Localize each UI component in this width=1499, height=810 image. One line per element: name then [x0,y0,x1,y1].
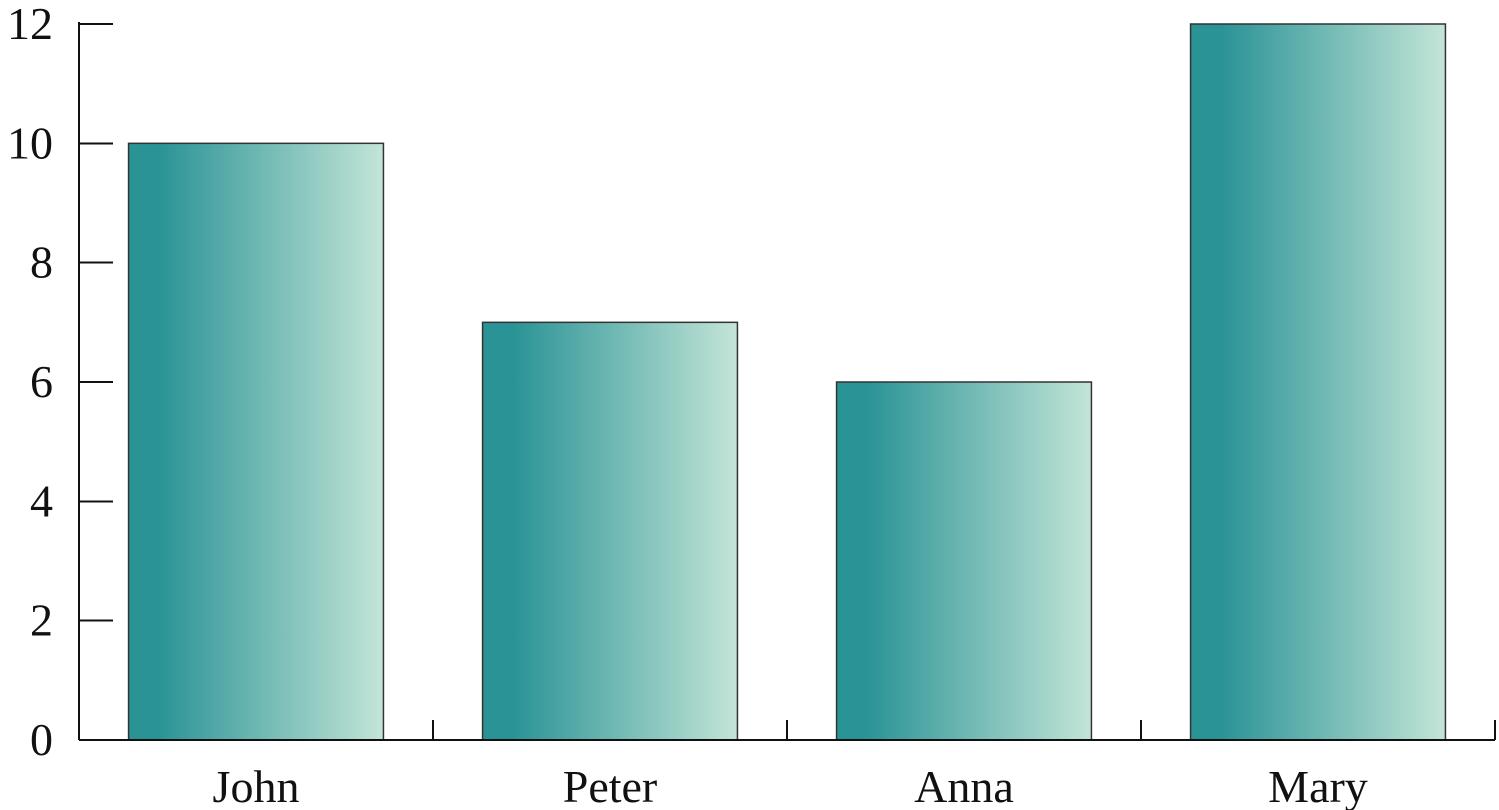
axes-layer [78,22,1496,741]
x-tick-label-peter: Peter [563,761,658,810]
y-tick-label: 2 [30,595,53,646]
x-tick-label-mary: Mary [1268,761,1368,810]
y-tick-label: 4 [30,475,53,526]
bar-john [127,142,385,741]
x-tick-label-john: John [213,761,300,810]
y-tick-label: 10 [7,117,53,168]
y-tick-label: 6 [30,356,53,407]
x-tick-label-anna: Anna [914,761,1014,810]
bars-layer [127,23,1447,741]
labels-layer: 0 2 4 6 8 10 12 John Peter Anna Mary [7,0,1368,810]
y-tick-label: 0 [30,714,53,765]
bar-mary [1189,23,1447,741]
bar-peter [481,321,739,741]
y-tick-label: 8 [30,237,53,288]
bar-anna [835,381,1093,741]
y-tick-label: 12 [7,0,53,49]
